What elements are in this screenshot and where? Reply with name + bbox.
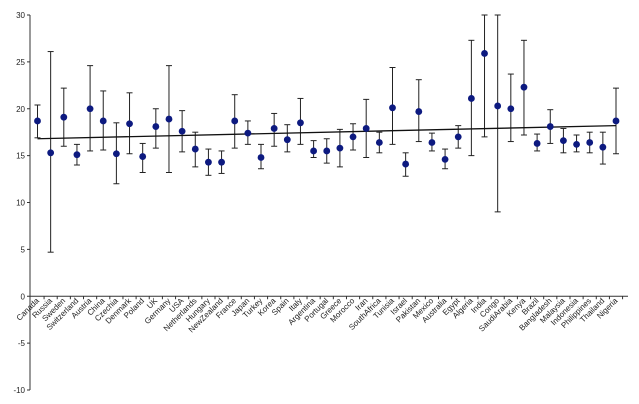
data-point bbox=[349, 133, 357, 141]
y-tick-label: -10 bbox=[13, 386, 25, 395]
data-point bbox=[533, 140, 541, 147]
data-point bbox=[60, 113, 68, 121]
data-point bbox=[178, 127, 186, 135]
data-point bbox=[283, 136, 291, 144]
data-point bbox=[257, 154, 265, 161]
data-point bbox=[99, 117, 107, 125]
data-point bbox=[152, 123, 160, 130]
data-points bbox=[34, 50, 620, 168]
data-point bbox=[165, 115, 173, 123]
data-point bbox=[520, 83, 528, 91]
data-point bbox=[310, 147, 318, 155]
data-point bbox=[244, 129, 252, 137]
trend-line bbox=[37, 124, 617, 140]
error-bars bbox=[34, 14, 619, 253]
y-tick-label: 25 bbox=[16, 58, 25, 67]
data-point bbox=[218, 158, 225, 166]
data-point bbox=[375, 139, 383, 146]
data-point bbox=[573, 140, 580, 148]
data-point bbox=[362, 125, 370, 132]
data-point bbox=[454, 133, 462, 141]
data-point bbox=[586, 139, 594, 146]
data-point bbox=[428, 139, 436, 146]
data-point bbox=[323, 147, 331, 155]
data-point bbox=[270, 125, 278, 132]
y-tick-label: -5 bbox=[18, 339, 26, 348]
data-point bbox=[415, 108, 423, 115]
data-point bbox=[441, 155, 449, 163]
y-tick-label: 5 bbox=[21, 245, 26, 254]
data-point bbox=[402, 160, 410, 168]
data-point bbox=[612, 117, 620, 125]
data-point bbox=[507, 105, 515, 113]
data-point bbox=[389, 104, 396, 112]
data-point bbox=[599, 143, 607, 151]
data-point bbox=[336, 144, 344, 152]
y-tick-label: 15 bbox=[16, 152, 25, 161]
data-point bbox=[297, 119, 304, 127]
data-point bbox=[205, 158, 212, 166]
data-point bbox=[231, 117, 239, 125]
data-point bbox=[34, 117, 41, 125]
data-point bbox=[467, 95, 475, 102]
data-point bbox=[73, 151, 81, 159]
category-labels: CanadaRussiaSwedenSwitzerlandAustriaChin… bbox=[15, 296, 620, 335]
data-point bbox=[139, 153, 147, 160]
data-point bbox=[86, 105, 94, 113]
axes: -10 -5 0 5 10 15 20 25 30 bbox=[13, 11, 628, 395]
data-point bbox=[112, 150, 120, 158]
y-tick-label: 30 bbox=[16, 11, 25, 20]
y-tick-label: 10 bbox=[16, 199, 25, 208]
y-tick-label: 20 bbox=[16, 105, 25, 114]
data-point bbox=[47, 149, 55, 157]
data-point bbox=[546, 123, 554, 130]
data-point bbox=[126, 120, 133, 128]
trend-line-group bbox=[37, 124, 617, 140]
data-point bbox=[560, 137, 567, 145]
data-point bbox=[494, 102, 502, 110]
data-point bbox=[191, 145, 199, 153]
data-point bbox=[481, 50, 488, 57]
y-tick-label: 0 bbox=[21, 292, 26, 301]
